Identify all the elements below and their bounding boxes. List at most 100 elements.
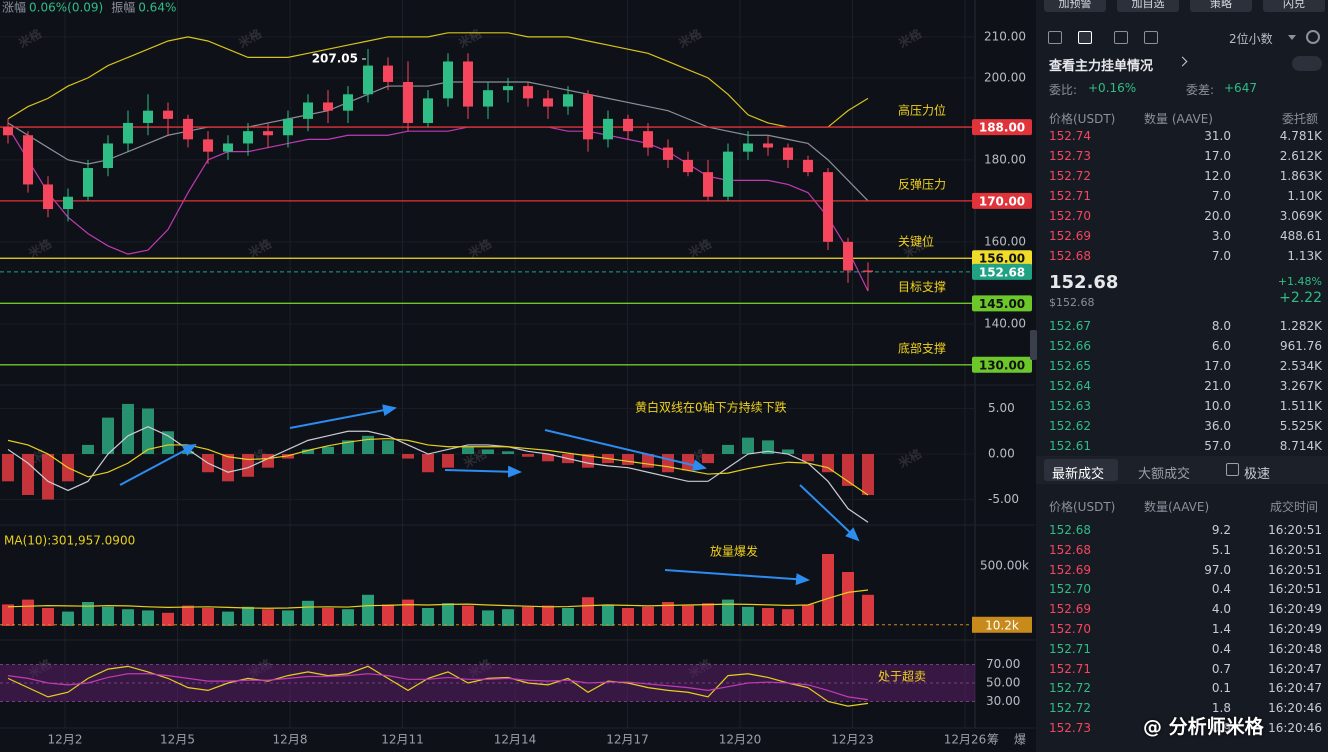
candle-body xyxy=(263,131,273,136)
volume-bar xyxy=(182,605,194,626)
price-cell: 152.74 xyxy=(1049,129,1091,143)
candle-body xyxy=(3,127,13,136)
volume-bar xyxy=(22,599,34,626)
amount-cell: 1.863K xyxy=(1279,169,1322,183)
toolbar-icon[interactable] xyxy=(1078,31,1092,44)
top-button[interactable]: 加预警 xyxy=(1044,0,1106,12)
divider[interactable] xyxy=(1030,330,1037,360)
x-tick-label: 12月5 xyxy=(160,733,195,747)
toolbar-icon[interactable] xyxy=(1144,31,1158,44)
level-note: 目标支撑 xyxy=(898,279,946,294)
price-cell: 152.67 xyxy=(1049,319,1091,333)
trade-qty: 0.9 xyxy=(1211,721,1231,735)
settings-icon[interactable] xyxy=(1306,30,1320,44)
candle-body xyxy=(443,61,453,99)
level-note: 底部支撑 xyxy=(898,340,946,355)
trade-qty: 0.1 xyxy=(1211,681,1231,696)
annotation-arrow xyxy=(544,429,707,472)
column-header: 价格(USDT) xyxy=(1049,112,1116,126)
macd-bar xyxy=(42,454,54,500)
macd-bar xyxy=(22,454,34,495)
trade-price: 152.70 xyxy=(1049,622,1091,636)
stat-label: 振幅 xyxy=(111,0,135,15)
macd-bar xyxy=(322,446,334,455)
trade-time: 16:20:51 xyxy=(1268,523,1322,537)
level-note: 高压力位 xyxy=(898,103,946,118)
checkbox[interactable] xyxy=(1226,463,1239,476)
trade-time: 16:20:51 xyxy=(1268,562,1322,577)
diff-label: 委差: xyxy=(1186,83,1215,97)
candle-body xyxy=(63,196,73,210)
y-tick-label: 30.00 xyxy=(986,694,1020,708)
x-tick-label: 12月26 xyxy=(944,733,987,747)
volume-bar xyxy=(782,609,794,626)
level-tag xyxy=(972,356,1032,373)
candle-body xyxy=(663,147,673,160)
last-price: 152.68 xyxy=(1049,272,1119,293)
tab[interactable]: 最新成交 xyxy=(1052,467,1105,482)
macd-bar xyxy=(362,435,374,455)
x-tick-label: 12月20 xyxy=(719,733,762,747)
amount-cell: 3.267K xyxy=(1279,379,1322,393)
volume-bar xyxy=(802,604,814,626)
volume-bar xyxy=(522,606,534,626)
price-cell: 152.62 xyxy=(1049,419,1091,433)
candle-body xyxy=(603,118,613,140)
top-button[interactable]: 加自选 xyxy=(1117,0,1179,12)
trade-price: 152.69 xyxy=(1049,562,1091,577)
candle-body xyxy=(803,159,813,173)
amount-cell: 4.781K xyxy=(1279,129,1322,143)
y-tick-label: 180.00 xyxy=(984,152,1026,166)
qty-cell: 8.0 xyxy=(1211,319,1231,333)
macd-bar xyxy=(382,440,394,455)
tab[interactable]: 大额成交 xyxy=(1138,467,1191,482)
ratio-value: +0.16% xyxy=(1088,81,1137,95)
price-cell: 152.64 xyxy=(1049,379,1091,393)
x-tick-label: 12月11 xyxy=(381,733,424,747)
trade-time: 16:20:47 xyxy=(1268,681,1322,696)
y-tick-label: -5.00 xyxy=(988,492,1019,506)
stat-value: 0.06%(0.09) xyxy=(29,1,103,15)
candle-body xyxy=(843,241,853,271)
candle-body xyxy=(323,102,333,111)
decimals-select[interactable]: 2位小数 xyxy=(1229,32,1273,46)
amount-cell: 961.76 xyxy=(1280,339,1322,353)
volume-bar xyxy=(222,611,234,626)
last-usd: $152.68 xyxy=(1049,296,1095,309)
level-label: 156.00 xyxy=(979,252,1025,266)
toolbar-icon[interactable] xyxy=(1048,31,1062,44)
qty-cell: 20.0 xyxy=(1204,209,1231,223)
macd-bar xyxy=(702,454,714,464)
volume-ma xyxy=(7,589,869,609)
trade-price: 152.73 xyxy=(1049,721,1091,735)
chart-bg xyxy=(0,0,1035,752)
level-note: 反弹压力 xyxy=(898,177,946,191)
trade-qty: 0.4 xyxy=(1211,582,1231,597)
band-line xyxy=(7,81,869,202)
link-chevron xyxy=(1177,56,1188,67)
depth-link[interactable]: 查看主力挂单情况 xyxy=(1049,59,1154,74)
amount-cell: 1.13K xyxy=(1287,249,1322,263)
volume-bar xyxy=(162,612,174,626)
axis-button: 爆 xyxy=(1014,733,1026,747)
qty-cell: 3.0 xyxy=(1211,229,1231,243)
macd-bar xyxy=(662,454,674,473)
rsi-line xyxy=(7,673,869,701)
volume-bar xyxy=(742,606,754,626)
column-header: 成交时间 xyxy=(1269,500,1318,514)
volume-ma-label: MA(10):301,957.0900 xyxy=(4,534,135,548)
candle-body xyxy=(643,131,653,148)
stat-label: 涨幅 xyxy=(2,0,26,15)
top-button[interactable]: 闪兑 xyxy=(1263,0,1325,12)
signature: @ 分析师米格 xyxy=(1143,716,1264,738)
column-header: 价格(USDT) xyxy=(1049,500,1116,514)
price-cell: 152.71 xyxy=(1049,189,1091,203)
top-button[interactable]: 策略 xyxy=(1190,0,1252,12)
macd-bar xyxy=(742,437,754,455)
qty-cell: 57.0 xyxy=(1204,439,1231,453)
toolbar-icon[interactable] xyxy=(1114,31,1128,44)
candle-body xyxy=(83,168,93,197)
macd-bar xyxy=(462,446,474,455)
volume-bar xyxy=(842,572,854,626)
toggle[interactable] xyxy=(1292,56,1322,71)
